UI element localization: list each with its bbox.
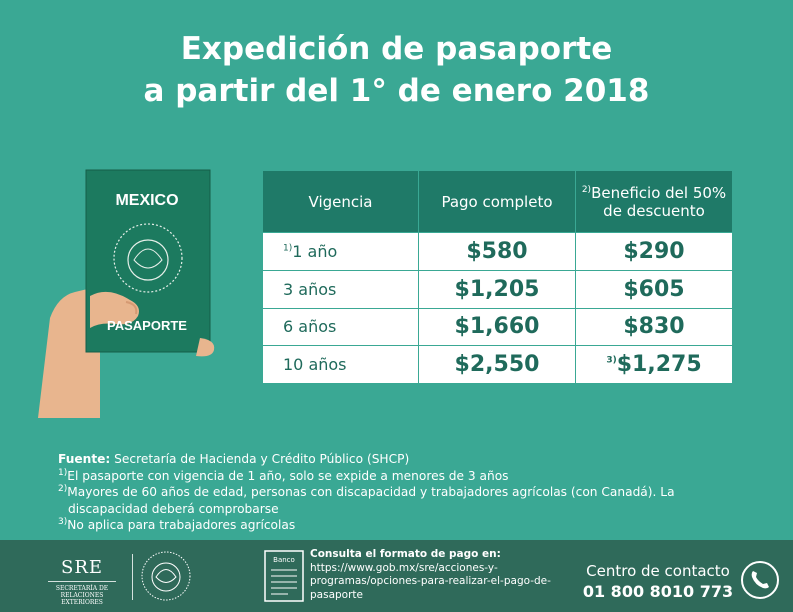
sre-logo: SRE SECRETARÍA DE RELACIONES EXTERIORES xyxy=(42,557,122,606)
page-title: Expedición de pasaporte a partir del 1° … xyxy=(0,28,793,112)
footnotes: Fuente: Secretaría de Hacienda y Crédito… xyxy=(58,451,738,534)
footnote-1-text: El pasaporte con vigencia de 1 año, solo… xyxy=(67,468,509,483)
passport-label: PASAPORTE xyxy=(107,318,187,333)
row-vigencia: 6 años xyxy=(262,307,419,347)
footnote-3-marker: 3) xyxy=(58,517,68,528)
title-line-1: Expedición de pasaporte xyxy=(180,31,613,67)
payment-link-line-1[interactable]: https://www.gob.mx/sre/acciones-y- xyxy=(310,561,498,574)
sre-line-1: SECRETARÍA DE xyxy=(55,585,109,592)
row-descuento: $830 xyxy=(575,307,733,347)
row-pago: $1,660 xyxy=(418,307,576,347)
sre-divider xyxy=(48,581,116,582)
row-descuento-value: $290 xyxy=(623,238,685,264)
header-beneficio: 2)Beneficio del 50% de descuento xyxy=(575,170,733,233)
row-vigencia-label: 10 años xyxy=(283,355,347,375)
footnote-3: 3)No aplica para trabajadores agrícolas xyxy=(58,517,738,534)
row-descuento-value: $830 xyxy=(623,314,685,340)
footnote-1: 1)El pasaporte con vigencia de 1 año, so… xyxy=(58,468,738,485)
row-vigencia: 1)1 año xyxy=(262,232,419,271)
source-label: Fuente: xyxy=(58,452,111,466)
sre-line-2: RELACIONES EXTERIORES xyxy=(60,592,104,606)
row-descuento: $605 xyxy=(575,269,733,309)
table-row: 3 años $1,205 $605 xyxy=(262,269,733,309)
table-row: 1)1 año $580 $290 xyxy=(262,232,733,271)
row-descuento-value: $1,275 xyxy=(616,352,702,378)
passport-illustration xyxy=(38,169,215,418)
contact-label: Centro de contacto xyxy=(586,562,730,580)
contact-center: Centro de contacto 01 800 8010 773 xyxy=(578,562,738,601)
footer-bar: SRE SECRETARÍA DE RELACIONES EXTERIORES … xyxy=(0,540,793,612)
bank-label: Banco xyxy=(273,556,295,564)
source-note: Fuente: Secretaría de Hacienda y Crédito… xyxy=(58,451,738,468)
row-pago: $2,550 xyxy=(418,345,576,384)
footnote-2-marker: 2) xyxy=(58,484,68,495)
row-pago: $580 xyxy=(418,232,576,271)
footnote-2-text: Mayores de 60 años de edad, personas con… xyxy=(67,485,675,500)
footnote-3-text: No aplica para trabajadores agrícolas xyxy=(67,518,296,533)
payment-info: Consulta el formato de pago en: https://… xyxy=(310,548,560,602)
row-note: 1) xyxy=(283,243,293,254)
table-row: 10 años $2,550 3)$1,275 xyxy=(262,345,733,384)
phone-icon[interactable] xyxy=(740,560,780,600)
row-descuento-note: 3) xyxy=(606,355,617,366)
header-beneficio-line1: Beneficio del 50% xyxy=(591,183,727,202)
header-pago-completo: Pago completo xyxy=(418,170,576,233)
header-beneficio-note: 2) xyxy=(581,184,592,195)
title-line-2: a partir del 1° de enero 2018 xyxy=(143,73,650,109)
row-descuento: 3)$1,275 xyxy=(575,345,733,384)
header-beneficio-line2: de descuento xyxy=(603,201,705,220)
fees-table: Vigencia Pago completo 2)Beneficio del 5… xyxy=(262,170,733,384)
payment-link-line-2[interactable]: programas/opciones-para-realizar-el-pago… xyxy=(310,575,551,587)
row-descuento: $290 xyxy=(575,232,733,271)
payment-info-heading: Consulta el formato de pago en: xyxy=(310,548,501,560)
row-pago: $1,205 xyxy=(418,269,576,309)
sre-abbr: SRE xyxy=(60,557,104,578)
header-vigencia: Vigencia xyxy=(262,170,419,233)
passport-country: MEXICO xyxy=(115,192,179,209)
row-vigencia-label: 1 año xyxy=(292,241,338,261)
source-text: Secretaría de Hacienda y Crédito Público… xyxy=(110,452,410,466)
payment-link-line-3[interactable]: pasaporte xyxy=(310,588,363,601)
row-vigencia: 10 años xyxy=(262,345,419,384)
mexico-seal-icon xyxy=(141,551,191,601)
footnote-1-marker: 1) xyxy=(58,467,68,478)
row-vigencia: 3 años xyxy=(262,269,419,309)
row-vigencia-label: 6 años xyxy=(283,317,337,337)
row-vigencia-label: 3 años xyxy=(283,279,337,299)
logo-separator xyxy=(132,554,133,600)
row-descuento-value: $605 xyxy=(623,276,685,302)
footnote-2-cont: discapacidad deberá comprobarse xyxy=(68,501,279,516)
table-header-row: Vigencia Pago completo 2)Beneficio del 5… xyxy=(262,170,733,233)
footnote-2: 2)Mayores de 60 años de edad, personas c… xyxy=(58,484,738,501)
table-row: 6 años $1,660 $830 xyxy=(262,307,733,347)
contact-phone[interactable]: 01 800 8010 773 xyxy=(582,582,734,601)
bank-slip-icon: Banco xyxy=(264,550,304,602)
